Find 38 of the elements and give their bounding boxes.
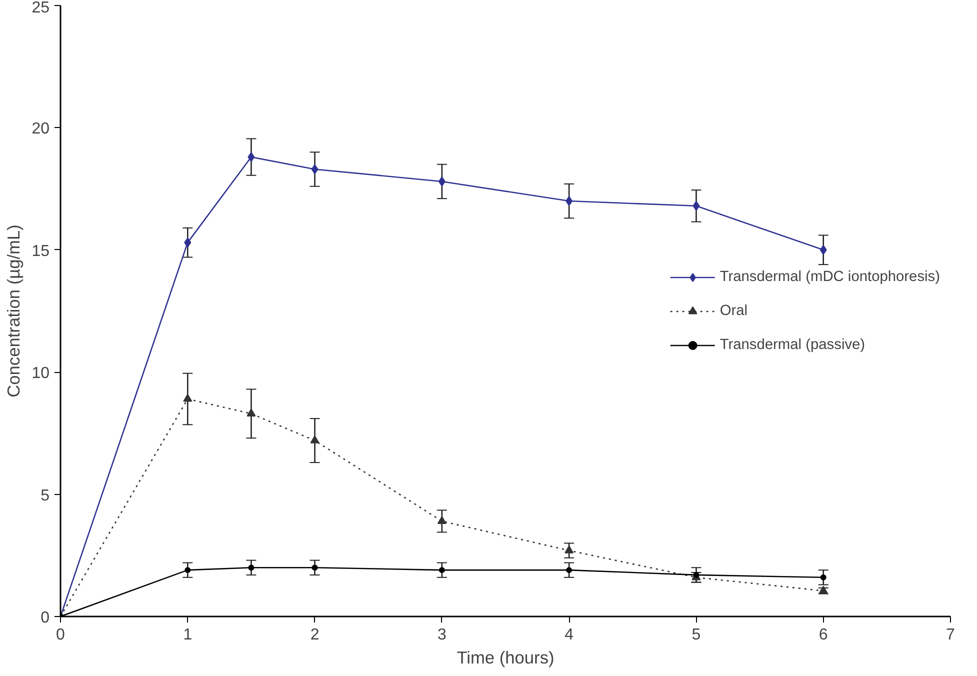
- point: [184, 567, 191, 574]
- legend-label: Oral: [720, 302, 748, 318]
- x-tick-label: 3: [437, 626, 446, 644]
- x-tick-label: 4: [564, 626, 574, 644]
- legend-label: Transdermal (passive): [720, 336, 866, 352]
- point: [248, 564, 254, 571]
- x-tick-label: 1: [183, 626, 192, 644]
- x-tick-label: 5: [692, 626, 701, 644]
- x-tick-label: 2: [310, 626, 320, 644]
- point: [566, 567, 572, 574]
- point: [248, 152, 255, 162]
- y-tick-label: 15: [32, 242, 50, 260]
- y-axis-title: Concentration (µg/mL): [4, 224, 24, 398]
- x-tick-label: 0: [56, 626, 66, 644]
- y-tick-label: 5: [40, 487, 50, 504]
- y-tick-label: 25: [32, 0, 50, 16]
- x-axis-title: Time (hours): [456, 648, 554, 668]
- point: [184, 238, 192, 248]
- y-tick-label: 20: [32, 120, 50, 138]
- point: [438, 567, 445, 574]
- point: [183, 394, 192, 402]
- point: [693, 572, 700, 578]
- point: [437, 516, 446, 524]
- point: [820, 244, 827, 255]
- point: [310, 435, 320, 444]
- legend-label: Transdermal (mDC iontophoresis): [720, 268, 940, 284]
- y-tick-label: 10: [32, 365, 50, 382]
- y-tick-label: 0: [40, 610, 50, 626]
- point: [311, 164, 318, 174]
- point: [438, 176, 446, 186]
- point: [312, 564, 318, 571]
- x-tick-label: 7: [946, 626, 956, 644]
- point: [566, 196, 573, 206]
- point: [820, 574, 826, 580]
- point: [246, 408, 256, 416]
- x-tick-label: 6: [818, 626, 828, 644]
- point: [564, 545, 574, 554]
- point: [692, 200, 700, 211]
